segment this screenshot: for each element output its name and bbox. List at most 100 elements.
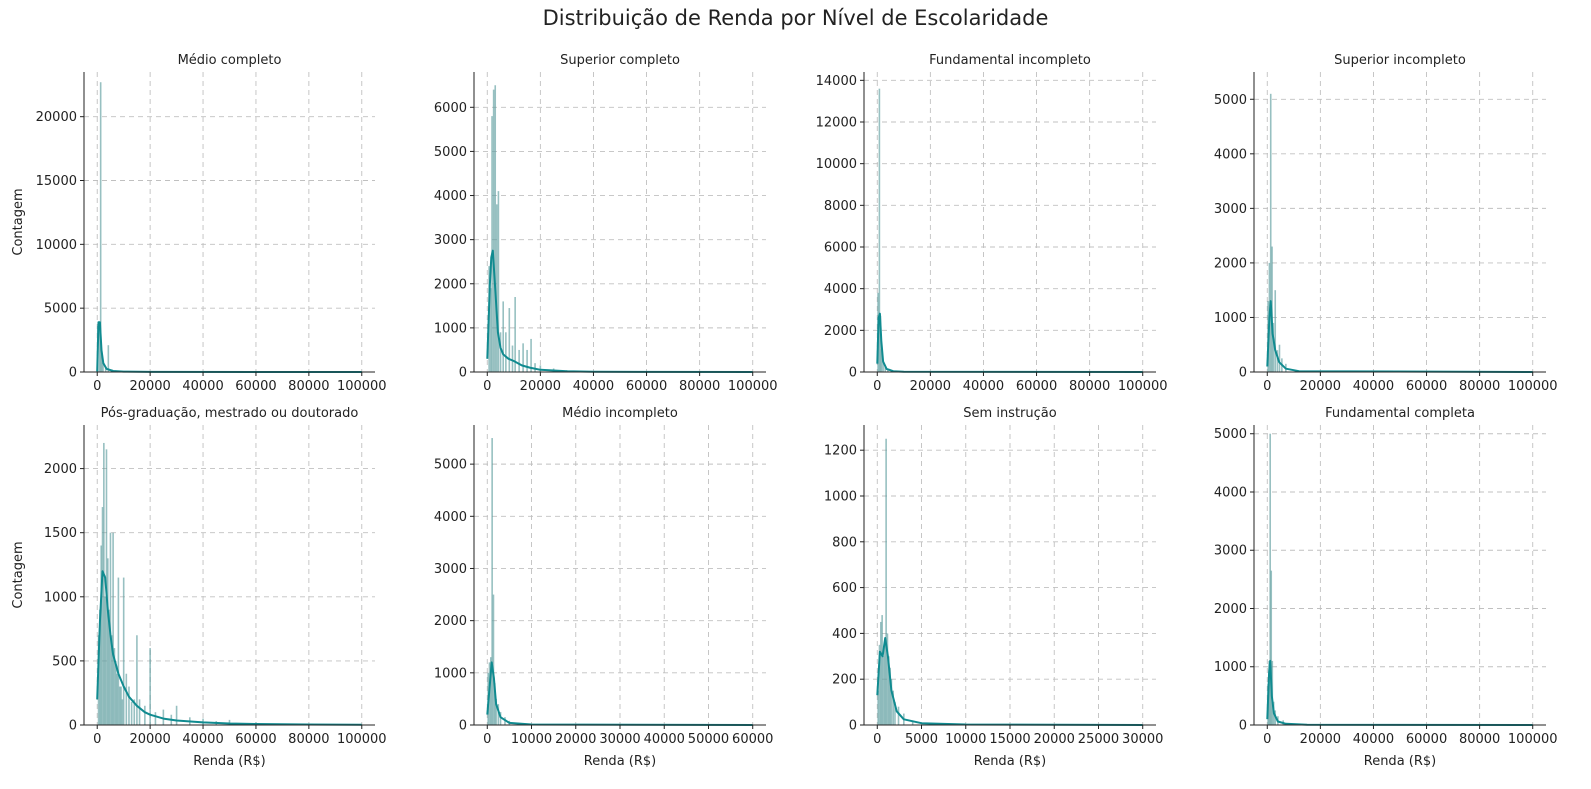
histogram-bar [505,332,507,372]
y-tick-label: 0 [849,719,857,734]
y-tick-label: 600 [832,581,857,596]
y-tick-label: 14000 [816,74,857,89]
x-tick-label: 10000 [945,732,986,747]
histogram-bar [99,82,102,372]
histogram-bar [122,577,125,725]
x-tick-label: 80000 [1459,732,1500,747]
histogram-bar [1274,290,1277,372]
histogram-bar [508,308,511,372]
subplot-8: 0 20000 40000 60000 80000 100000 0 1000 2000 3000… [1214,406,1558,769]
histogram-bar [121,699,124,725]
histogram-bar [125,673,128,725]
x-tick-label: 30000 [599,732,640,747]
y-tick-label: 4000 [1214,147,1247,162]
x-tick-label: 40000 [182,379,223,394]
subplot-5: 0 20000 40000 60000 80000 100000 0 500 1000 1500 2… [11,406,387,769]
y-tick-label: 200 [832,673,857,688]
y-tick-label: 0 [459,366,467,381]
histogram-bar [100,351,103,372]
histogram-bar [886,633,889,725]
y-tick-label: 4000 [434,510,467,525]
histogram-bar [881,615,883,725]
y-tick-label: 400 [832,627,857,642]
y-tick-label: 2000 [434,614,467,629]
y-axis-label: Contagem [11,188,26,255]
subplot-3: 0 20000 40000 60000 80000 100000 0 2000 4000 6000… [816,53,1168,394]
subplot-2: 0 20000 40000 60000 80000 100000 0 1000 2000 3000… [434,53,778,394]
histogram-bar [114,660,117,725]
y-tick-label: 0 [1239,366,1247,381]
y-tick-label: 3000 [434,562,467,577]
histogram-bar [1278,344,1281,372]
histogram-bar [887,656,890,725]
x-tick-label: 50000 [688,732,729,747]
x-tick-label: 0 [1263,732,1271,747]
y-axis-label: Contagem [11,541,26,608]
x-tick-label: 20000 [1300,732,1341,747]
y-tick-label: 800 [832,535,857,550]
y-tick-label: 6000 [434,101,467,116]
histogram-bar [138,699,141,725]
histogram-bar [878,88,881,373]
y-tick-label: 15000 [36,174,77,189]
histogram-bar [492,89,495,372]
histogram-bar [497,191,500,372]
y-tick-label: 6000 [824,241,857,256]
kde-line [96,570,362,726]
histogram-bar [880,349,883,372]
x-tick-label: 0 [483,379,491,394]
y-tick-label: 1000 [434,321,467,336]
histogram-bar [882,656,885,725]
histogram-bar [149,648,151,725]
y-tick-label: 1000 [1214,660,1247,675]
y-tick-label: 1000 [1214,311,1247,326]
histogram-bar [495,698,497,725]
kde-line [486,661,753,726]
histogram-bar [113,648,116,725]
histogram-bar [511,345,514,372]
x-tick-label: 40000 [1353,379,1394,394]
x-tick-label: 40000 [182,732,223,747]
y-tick-label: 3000 [1214,202,1247,217]
x-tick-label: 100000 [1508,379,1558,394]
y-tick-label: 10000 [816,157,857,172]
histogram-bar [878,644,881,725]
histogram-bar [890,679,893,725]
histogram-bar [490,657,492,725]
y-tick-label: 20000 [36,110,77,125]
x-tick-label: 40000 [1353,732,1394,747]
histogram-bar [117,577,120,725]
y-tick-label: 2000 [1214,602,1247,617]
histogram-bar [144,705,146,725]
histogram-bar [108,609,110,725]
histogram-bar [530,338,532,372]
histogram-bar [518,349,520,372]
histogram-bar [911,720,914,725]
histogram-bar [162,709,165,725]
histogram-bar [491,438,493,725]
y-tick-label: 1000 [434,666,467,681]
histogram-bar [103,442,105,725]
x-tick-label: 0 [873,732,881,747]
x-tick-label: 60000 [1406,379,1447,394]
subplot-7: 0 5000 10000 15000 20000 25000 30000 0 200 400 600… [824,406,1164,769]
histogram-bar [526,349,528,372]
histogram-bar [497,704,500,725]
histogram-bar [491,116,493,372]
histogram-bar [116,673,118,725]
x-tick-label: 100000 [1508,732,1558,747]
histogram-bar [522,343,524,372]
x-tick-label: 15000 [989,732,1030,747]
histogram-bar [889,667,891,725]
x-tick-label: 60000 [626,379,667,394]
kde-line [876,637,1143,726]
x-tick-label: 100000 [337,732,387,747]
y-tick-label: 8000 [824,199,857,214]
x-tick-label: 20000 [1300,379,1341,394]
kde-line [1266,659,1533,726]
x-tick-label: 60000 [732,732,773,747]
y-tick-label: 5000 [434,145,467,160]
x-tick-label: 60000 [235,379,276,394]
histogram-bar [885,438,887,725]
